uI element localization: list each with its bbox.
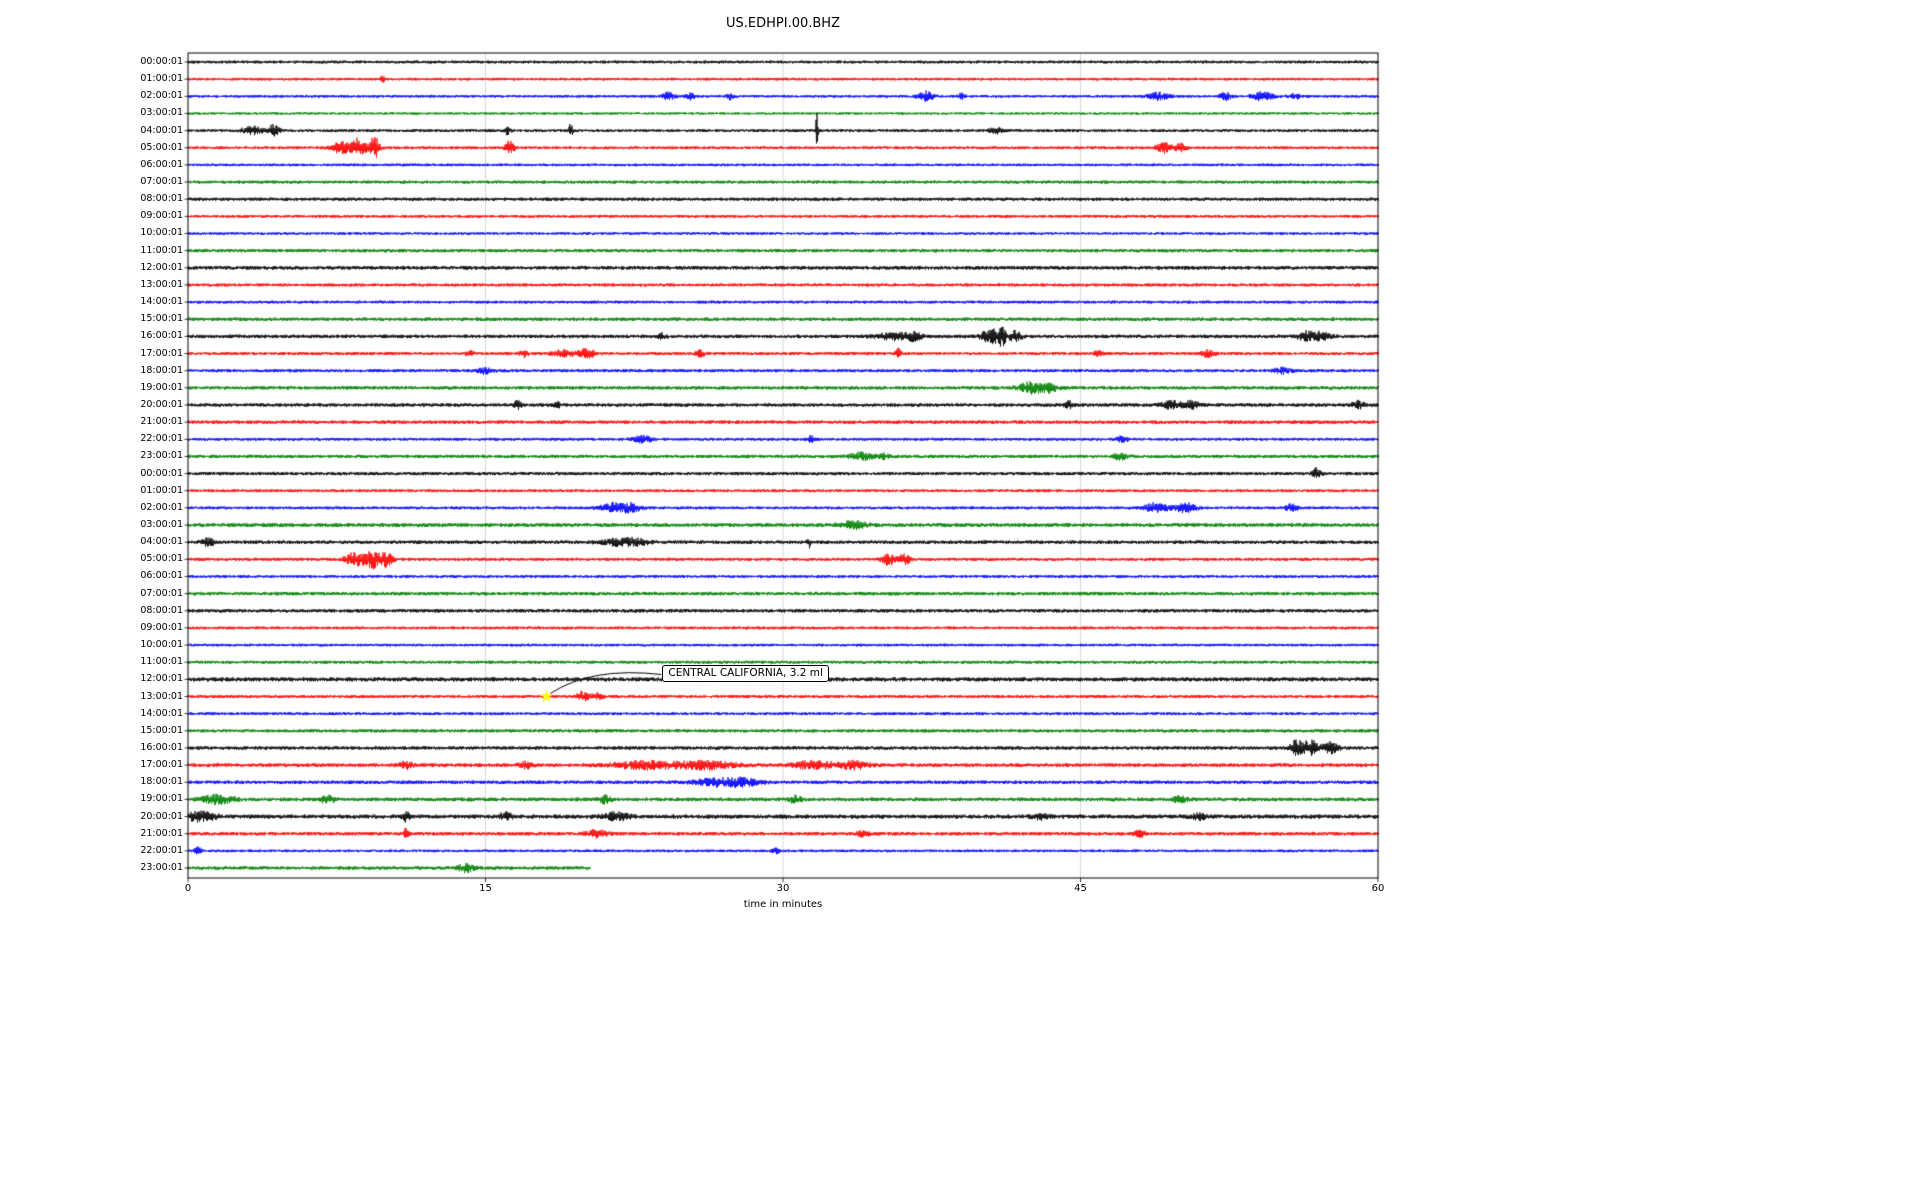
row-label: 00:00:01 bbox=[140, 467, 183, 479]
row-label: 14:00:01 bbox=[140, 707, 183, 719]
row-label: 02:00:01 bbox=[140, 90, 183, 102]
row-label: 22:00:01 bbox=[140, 433, 183, 445]
x-tick-label: 60 bbox=[1371, 883, 1385, 894]
x-axis-label: time in minutes bbox=[743, 899, 823, 910]
row-label: 02:00:01 bbox=[140, 501, 183, 513]
row-label: 17:00:01 bbox=[140, 347, 183, 359]
row-label: 16:00:01 bbox=[140, 741, 183, 753]
row-label: 17:00:01 bbox=[140, 759, 183, 771]
row-label: 06:00:01 bbox=[140, 570, 183, 582]
row-label: 19:00:01 bbox=[140, 793, 183, 805]
row-label: 12:00:01 bbox=[140, 673, 183, 685]
row-label: 06:00:01 bbox=[140, 158, 183, 170]
row-label: 20:00:01 bbox=[140, 398, 183, 410]
row-label: 09:00:01 bbox=[140, 210, 183, 222]
x-tick-label: 0 bbox=[184, 883, 192, 894]
row-label: 23:00:01 bbox=[140, 861, 183, 873]
row-label: 21:00:01 bbox=[140, 827, 183, 839]
row-label: 20:00:01 bbox=[140, 810, 183, 822]
row-label: 23:00:01 bbox=[140, 450, 183, 462]
row-label: 13:00:01 bbox=[140, 690, 183, 702]
row-label: 18:00:01 bbox=[140, 776, 183, 788]
row-label: 13:00:01 bbox=[140, 278, 183, 290]
event-annotation: CENTRAL CALIFORNIA, 3.2 ml bbox=[662, 664, 829, 682]
x-tick-label: 45 bbox=[1074, 883, 1087, 894]
row-label: 11:00:01 bbox=[140, 656, 183, 668]
row-label: 07:00:01 bbox=[140, 587, 183, 599]
row-label: 16:00:01 bbox=[140, 330, 183, 342]
row-label: 15:00:01 bbox=[140, 724, 183, 736]
x-tick-label: 15 bbox=[479, 883, 492, 894]
row-label: 05:00:01 bbox=[140, 553, 183, 565]
row-label: 21:00:01 bbox=[140, 416, 183, 428]
row-label: 10:00:01 bbox=[140, 227, 183, 239]
row-label: 00:00:01 bbox=[140, 56, 183, 67]
row-label: 08:00:01 bbox=[140, 604, 183, 616]
row-label: 01:00:01 bbox=[140, 484, 183, 496]
row-label: 08:00:01 bbox=[140, 193, 183, 205]
row-label: 12:00:01 bbox=[140, 261, 183, 273]
row-label: 22:00:01 bbox=[140, 844, 183, 856]
row-label: 07:00:01 bbox=[140, 176, 183, 188]
row-label: 14:00:01 bbox=[140, 296, 183, 308]
row-label: 03:00:01 bbox=[140, 107, 183, 119]
row-label: 15:00:01 bbox=[140, 313, 183, 325]
row-label: 04:00:01 bbox=[140, 536, 183, 548]
row-label: 10:00:01 bbox=[140, 639, 183, 651]
row-label: 19:00:01 bbox=[140, 381, 183, 393]
row-label: 05:00:01 bbox=[140, 141, 183, 153]
x-tick-label: 30 bbox=[776, 883, 790, 894]
row-label: 04:00:01 bbox=[140, 124, 183, 136]
row-label: 03:00:01 bbox=[140, 519, 183, 531]
row-label: 11:00:01 bbox=[140, 244, 183, 256]
row-label: 09:00:01 bbox=[140, 621, 183, 633]
row-label: 01:00:01 bbox=[140, 73, 183, 85]
row-label: 18:00:01 bbox=[140, 364, 183, 376]
